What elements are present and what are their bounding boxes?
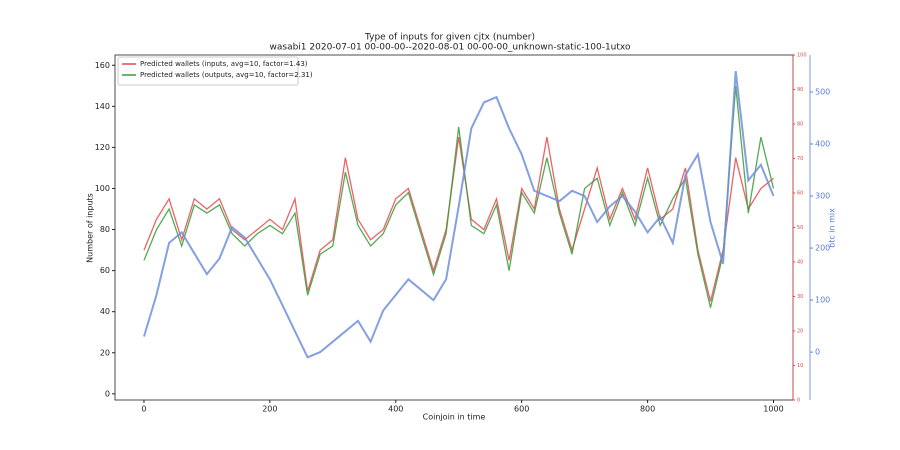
y2-tick-label: 80 — [797, 122, 803, 128]
x-tick-label: 1000 — [763, 405, 783, 414]
x-tick-label: 600 — [514, 405, 529, 414]
legend-label: Predicted wallets (outputs, avg=10, fact… — [140, 71, 313, 79]
x-tick-label: 0 — [141, 405, 146, 414]
y2-tick-label: 20 — [797, 329, 803, 335]
y-tick-label: 20 — [100, 348, 110, 357]
y3-tick-label: 100 — [815, 296, 830, 305]
y3-tick-label: 200 — [815, 244, 830, 253]
y2-tick-label: 10 — [797, 363, 803, 369]
legend-label: Predicted wallets (inputs, avg=10, facto… — [140, 60, 308, 68]
series-line — [143, 85, 775, 308]
y2-tick-label: 0 — [797, 398, 800, 404]
y2-tick-label: 30 — [797, 294, 803, 300]
y2-tick-label: 100 — [797, 53, 807, 59]
y3-tick-label: 500 — [815, 87, 830, 96]
x-tick-label: 800 — [640, 405, 655, 414]
y-tick-label: 100 — [95, 184, 110, 193]
series-line — [143, 70, 775, 359]
y2-tick-label: 90 — [797, 87, 803, 93]
y-axis-label: Number of inputs — [86, 193, 95, 263]
chart-subtitle: wasabi1 2020-07-01 00-00-00--2020-08-01 … — [270, 43, 631, 53]
legend-box — [117, 56, 299, 86]
plot-frame — [114, 54, 794, 401]
y3-tick-label: 0 — [815, 348, 820, 357]
x-tick-label: 200 — [262, 405, 277, 414]
y2-tick-label: 40 — [797, 260, 803, 266]
y2-tick-label: 50 — [797, 225, 803, 231]
chart-title: Type of inputs for given cjtx (number) — [364, 33, 535, 43]
y-tick-label: 80 — [100, 225, 110, 234]
y-tick-label: 120 — [95, 143, 110, 152]
y-tick-label: 160 — [95, 61, 110, 70]
y-tick-label: 40 — [100, 307, 110, 316]
y3-tick-label: 300 — [815, 192, 830, 201]
y-tick-label: 140 — [95, 102, 110, 111]
y2-tick-label: 70 — [797, 156, 803, 162]
y-tick-label: 60 — [100, 266, 110, 275]
y2-tick-label: 60 — [797, 191, 803, 197]
y3-axis-label: btc in mix — [828, 208, 837, 248]
y3-tick-label: 400 — [815, 139, 830, 148]
series-line — [143, 136, 774, 302]
x-tick-label: 400 — [388, 405, 403, 414]
y-tick-label: 0 — [105, 389, 110, 398]
x-axis-label: Coinjoin in time — [423, 413, 486, 422]
